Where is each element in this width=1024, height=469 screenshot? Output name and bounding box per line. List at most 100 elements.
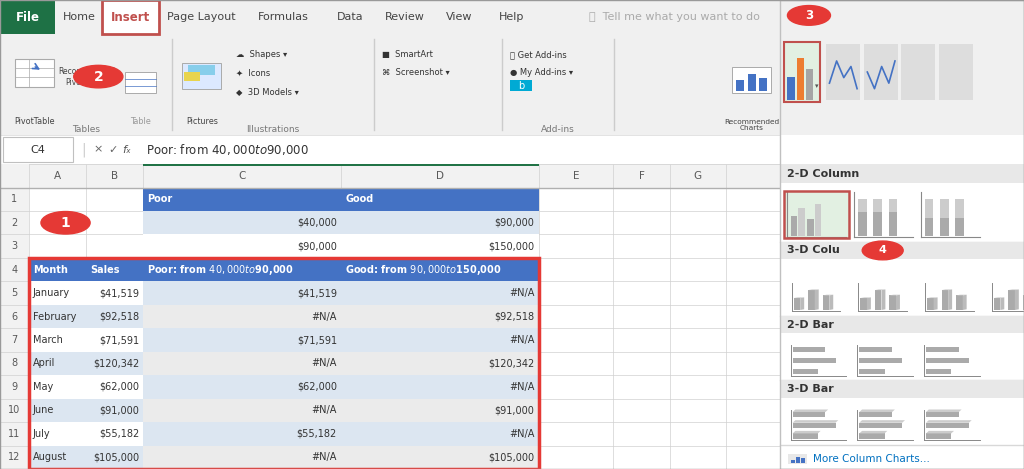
Polygon shape xyxy=(829,295,834,310)
Text: $120,342: $120,342 xyxy=(488,358,535,369)
Bar xyxy=(341,305,539,328)
Bar xyxy=(822,295,829,310)
Bar xyxy=(859,369,885,374)
Bar xyxy=(925,198,934,218)
Text: C4: C4 xyxy=(31,144,45,155)
Polygon shape xyxy=(867,297,870,310)
Bar xyxy=(955,198,964,218)
Bar xyxy=(926,412,958,417)
Bar xyxy=(941,290,948,310)
Text: $91,000: $91,000 xyxy=(495,405,535,416)
Text: B: B xyxy=(112,171,118,181)
Text: Recommended: Recommended xyxy=(58,67,116,76)
Text: $105,000: $105,000 xyxy=(488,452,535,462)
Bar xyxy=(143,446,341,469)
Bar xyxy=(0,135,780,164)
Text: ■  SmartArt: ■ SmartArt xyxy=(382,50,433,59)
Bar xyxy=(784,191,849,238)
Text: 3: 3 xyxy=(805,9,813,22)
Text: Charts: Charts xyxy=(739,125,764,130)
Bar xyxy=(736,80,744,91)
Bar xyxy=(748,74,756,91)
Bar xyxy=(143,375,341,399)
Bar xyxy=(858,212,866,236)
Bar xyxy=(1023,295,1024,310)
Text: Data: Data xyxy=(337,12,364,22)
Text: ◆  3D Models ▾: ◆ 3D Models ▾ xyxy=(236,87,298,96)
Bar xyxy=(926,348,958,352)
Bar xyxy=(102,0,159,34)
Bar xyxy=(926,369,951,374)
Bar xyxy=(141,137,776,162)
Bar xyxy=(784,42,820,102)
Text: #N/A: #N/A xyxy=(509,335,535,345)
Text: Home: Home xyxy=(62,12,95,22)
Bar xyxy=(0,0,1024,34)
Bar xyxy=(793,358,836,363)
Text: April: April xyxy=(33,358,55,369)
Bar xyxy=(86,258,143,281)
Text: March: March xyxy=(33,335,62,345)
Bar xyxy=(926,433,951,439)
Text: January: January xyxy=(33,288,70,298)
Bar xyxy=(732,67,771,93)
Text: 🔍  Tell me what you want to do: 🔍 Tell me what you want to do xyxy=(589,12,760,22)
Text: Pictures: Pictures xyxy=(185,117,218,127)
Bar xyxy=(826,45,860,100)
Text: June: June xyxy=(33,405,54,416)
Bar xyxy=(341,281,539,305)
Bar xyxy=(859,423,902,428)
Text: July: July xyxy=(33,429,50,439)
Text: ✓: ✓ xyxy=(108,144,118,155)
Text: $40,000: $40,000 xyxy=(297,218,337,228)
Text: 11: 11 xyxy=(8,429,20,439)
Bar xyxy=(780,164,1024,183)
Text: #N/A: #N/A xyxy=(509,429,535,439)
Polygon shape xyxy=(882,289,886,310)
Bar xyxy=(780,242,1024,259)
Text: #N/A: #N/A xyxy=(311,311,337,322)
Polygon shape xyxy=(859,409,895,412)
Polygon shape xyxy=(948,289,952,310)
Bar xyxy=(956,295,963,310)
Text: fₓ: fₓ xyxy=(123,144,131,155)
Bar xyxy=(15,59,54,87)
Bar xyxy=(341,375,539,399)
Text: 4: 4 xyxy=(11,265,17,275)
Bar xyxy=(341,352,539,375)
Bar xyxy=(0,164,29,469)
Text: 2-D Column: 2-D Column xyxy=(787,168,860,179)
Bar xyxy=(873,212,882,236)
Text: ✦  Icons: ✦ Icons xyxy=(236,68,269,77)
Bar xyxy=(143,281,341,305)
Text: February: February xyxy=(33,311,76,322)
Bar xyxy=(29,375,86,399)
Text: $55,182: $55,182 xyxy=(99,429,139,439)
Polygon shape xyxy=(860,297,870,298)
Bar xyxy=(143,328,341,352)
Bar xyxy=(143,164,539,166)
Text: 1: 1 xyxy=(60,216,71,230)
Text: $90,000: $90,000 xyxy=(297,241,337,251)
Circle shape xyxy=(787,6,830,25)
Bar xyxy=(807,219,813,236)
Text: August: August xyxy=(33,452,67,462)
Bar xyxy=(993,298,1000,310)
Bar xyxy=(1009,290,1015,310)
Polygon shape xyxy=(926,420,972,423)
Bar xyxy=(780,0,1024,135)
Bar xyxy=(926,358,969,363)
Bar xyxy=(927,298,934,310)
Text: Page Layout: Page Layout xyxy=(167,12,236,22)
Polygon shape xyxy=(793,431,820,433)
Bar xyxy=(86,422,143,446)
Bar xyxy=(788,454,807,464)
Bar xyxy=(780,164,1024,469)
Text: Review: Review xyxy=(385,12,425,22)
Text: Month: Month xyxy=(33,265,68,275)
Polygon shape xyxy=(793,420,839,423)
Text: Poor: from $40,000 to $90,000: Poor: from $40,000 to $90,000 xyxy=(147,263,294,277)
Text: Sales: Sales xyxy=(90,265,120,275)
Text: Illustrations: Illustrations xyxy=(246,125,300,134)
Bar xyxy=(0,34,780,135)
